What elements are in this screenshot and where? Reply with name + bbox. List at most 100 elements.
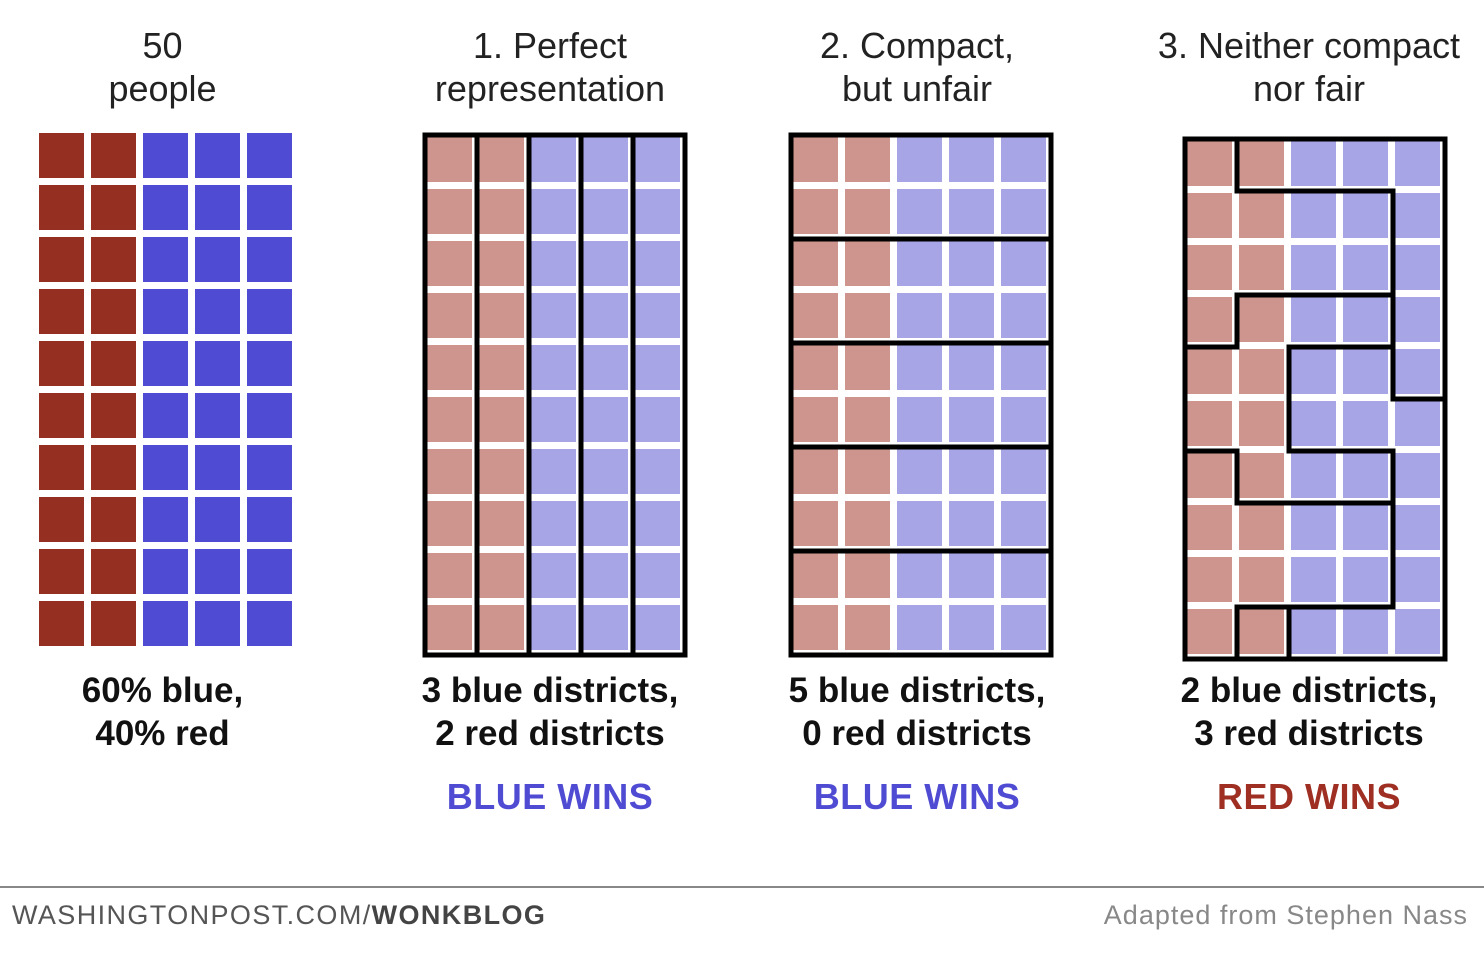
person-cell-blue [1001,449,1046,494]
panel-caption: 5 blue districts, 0 red districts [788,671,1046,753]
person-cell-blue [583,605,628,650]
person-cell-blue [583,189,628,234]
person-cell-red [1239,609,1284,654]
person-cell-blue [1291,349,1336,394]
person-cell-red [793,397,838,442]
person-cell-blue [949,293,994,338]
person-cell-blue [897,553,942,598]
person-cell-blue [583,241,628,286]
person-cell-red [427,501,472,546]
person-cell-red [1187,505,1232,550]
person-cell-blue [583,397,628,442]
person-cell-blue [143,549,188,594]
person-cell-blue [1395,349,1440,394]
person-cell-red [427,605,472,650]
person-cell-blue [195,289,240,334]
person-cell-blue [949,397,994,442]
person-cell-red [1187,557,1232,602]
person-cell-blue [1001,137,1046,182]
panel-title: 50 people [108,25,217,109]
person-cell-red [39,445,84,490]
person-cell-blue [1001,189,1046,234]
person-cell-red [479,501,524,546]
panel-caption: 2 blue districts, 3 red districts [1180,671,1438,753]
person-cell-red [845,137,890,182]
person-cell-blue [195,237,240,282]
person-cell-blue [897,241,942,286]
person-cell-red [39,601,84,646]
person-cell-blue [1291,193,1336,238]
person-cell-red [845,501,890,546]
person-cell-blue [143,341,188,386]
person-cell-blue [143,393,188,438]
person-cell-red [91,289,136,334]
person-cell-blue [1343,453,1388,498]
person-cell-blue [1001,293,1046,338]
person-cell-red [1187,349,1232,394]
person-cell-red [1239,193,1284,238]
person-cell-red [91,497,136,542]
person-cell-blue [1395,609,1440,654]
person-cell-blue [635,605,680,650]
person-cell-blue [1291,557,1336,602]
person-cell-blue [1291,453,1336,498]
person-cell-red [793,189,838,234]
person-cell-blue [949,605,994,650]
person-cell-red [1239,557,1284,602]
person-cell-red [479,553,524,598]
person-cell-blue [1291,505,1336,550]
person-cell-blue [531,189,576,234]
person-cell-blue [195,341,240,386]
person-cell-blue [1001,553,1046,598]
person-cell-blue [635,501,680,546]
person-cell-red [1187,193,1232,238]
person-cell-red [1187,401,1232,446]
person-cell-blue [247,341,292,386]
person-cell-blue [897,449,942,494]
person-cell-red [427,137,472,182]
person-cell-blue [583,449,628,494]
person-cell-blue [1001,345,1046,390]
person-cell-blue [1001,605,1046,650]
person-cell-blue [143,601,188,646]
person-cell-blue [247,601,292,646]
district-boundaries [788,132,1054,658]
person-cell-blue [531,137,576,182]
person-cell-blue [949,501,994,546]
person-cell-blue [583,137,628,182]
person-cell-blue [195,393,240,438]
person-cell-red [39,185,84,230]
person-cell-blue [1291,245,1336,290]
person-cell-red [1187,141,1232,186]
person-cell-red [793,605,838,650]
district-grid [422,132,688,658]
population-grid [39,133,293,647]
person-cell-blue [195,497,240,542]
person-cell-blue [949,137,994,182]
person-cell-blue [635,241,680,286]
panel-title: 1. Perfect representation [434,25,666,109]
person-cell-red [1187,245,1232,290]
person-cell-blue [247,185,292,230]
verdict-label: RED WINS [1217,776,1401,817]
source-credit: WASHINGTONPOST.COM/WONKBLOG [12,900,547,930]
person-cell-red [427,293,472,338]
person-cell-blue [143,445,188,490]
person-cell-blue [247,549,292,594]
person-cell-red [1187,297,1232,342]
person-cell-red [479,137,524,182]
person-cell-blue [635,345,680,390]
person-cell-red [1239,141,1284,186]
person-cell-red [845,397,890,442]
person-cell-red [91,185,136,230]
person-cell-blue [1291,297,1336,342]
person-cell-red [39,393,84,438]
verdict-label: BLUE WINS [446,776,654,817]
person-cell-red [479,345,524,390]
person-cell-blue [635,189,680,234]
person-cell-red [793,293,838,338]
person-cell-red [91,341,136,386]
person-cell-red [1239,401,1284,446]
panel-title: 2. Compact, but unfair [819,25,1015,109]
person-cell-red [39,289,84,334]
